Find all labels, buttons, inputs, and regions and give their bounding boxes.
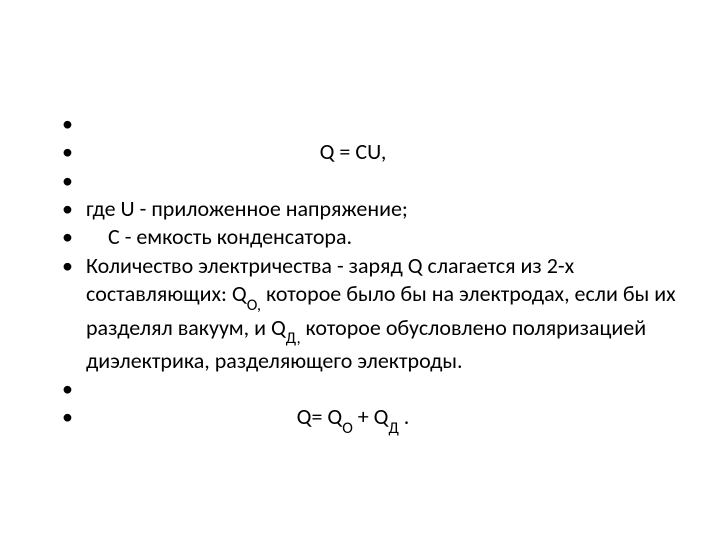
subscript-d2: Д <box>389 419 399 438</box>
bullet-text: С - емкость конденсатора. <box>86 223 352 250</box>
f2-part-2: + Q <box>353 403 389 430</box>
bullet-list: Q = CU, где U - приложенное напряжение; … <box>48 110 680 437</box>
bullet-item-description: Количество электричества - заряд Q слага… <box>48 252 680 376</box>
bullet-item-formula-2: Q= QО + QД . <box>48 403 680 436</box>
f2-part-1: Q= Q <box>297 403 343 430</box>
bullet-text: где U - приложенное напряжение; <box>86 195 408 222</box>
subscript-d: Д, <box>286 329 301 348</box>
subscript-o: О, <box>247 296 261 315</box>
formula-text: Q = CU, <box>86 138 680 167</box>
subscript-o2: О <box>342 419 353 438</box>
f2-part-3: . <box>399 403 410 430</box>
bullet-item-capacity: С - емкость конденсатора. <box>48 223 680 252</box>
slide-content: Q = CU, где U - приложенное напряжение; … <box>48 110 680 437</box>
bullet-item-empty-3 <box>48 375 680 403</box>
formula-2-wrapper: Q= QО + QД . <box>86 403 680 436</box>
bullet-item-where: где U - приложенное напряжение; <box>48 195 680 224</box>
bullet-item-empty-1 <box>48 110 680 138</box>
bullet-item-empty-2 <box>48 167 680 195</box>
bullet-item-formula-1: Q = CU, <box>48 138 680 167</box>
